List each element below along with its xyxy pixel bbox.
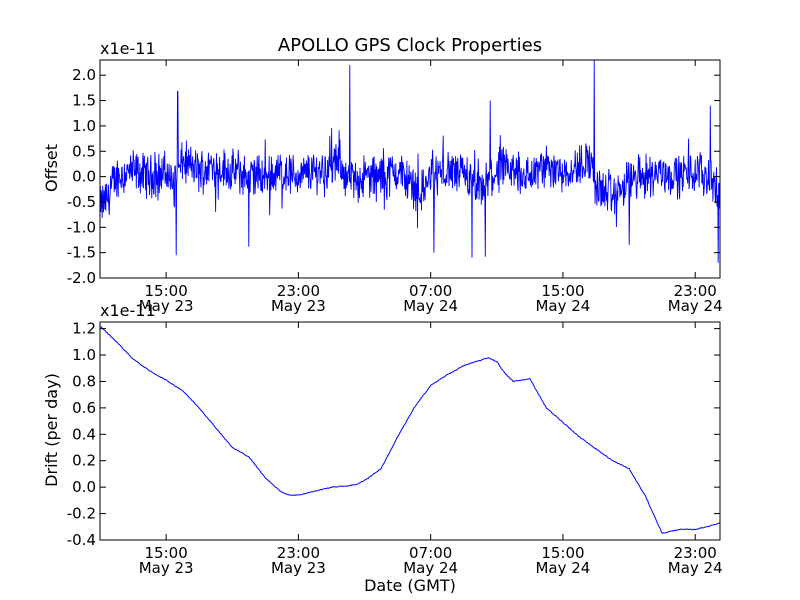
offset-scale-label: x1e-11 (100, 39, 156, 58)
drift-panel: x1e-11 Drift (per day) Date (GMT) -0.4 -0… (42, 301, 723, 595)
y-tick-label: 1.2 (72, 320, 96, 338)
offset-y-axis-label: Offset (42, 144, 61, 192)
drift-panel-frame (99, 321, 721, 541)
y-tick-label: 0.5 (72, 142, 96, 160)
offset-panel: x1e-11 Offset -2.0 -1.5 -1.0 -0.5 0.0 0.5 1.0 1… (42, 39, 723, 315)
x-tick-label-date: May 23 (139, 297, 194, 315)
x-tick-label-date: May 23 (271, 559, 326, 577)
y-tick-label: 0.8 (72, 372, 96, 390)
y-tick-label: -0.5 (67, 193, 96, 211)
x-tick-label-time: 23:00 (674, 282, 717, 300)
y-tick-label: 0.0 (72, 168, 96, 186)
y-tick-label: -1.5 (67, 244, 96, 262)
figure-title: APOLLO GPS Clock Properties (278, 35, 542, 56)
y-tick-label: -2.0 (67, 269, 96, 287)
y-tick-label: 1.0 (72, 117, 96, 135)
y-tick-label: 0.0 (72, 478, 96, 496)
x-tick-label-time: 23:00 (277, 544, 320, 562)
offset-panel-frame (99, 59, 721, 279)
x-tick-label-date: May 23 (271, 297, 326, 315)
x-tick-label-date: May 24 (668, 559, 723, 577)
x-tick-label-date: May 24 (403, 297, 458, 315)
y-tick-label: 1.5 (72, 92, 96, 110)
y-tick-label: 0.2 (72, 452, 96, 470)
x-tick-label-date: May 24 (668, 297, 723, 315)
x-tick-label-time: 15:00 (541, 544, 584, 562)
drift-panel-series-line (99, 325, 721, 534)
x-tick-label-date: May 24 (535, 559, 590, 577)
drift-x-axis-label: Date (GMT) (364, 576, 456, 595)
drift-scale-label: x1e-11 (100, 301, 156, 320)
x-tick-label-time: 23:00 (277, 282, 320, 300)
x-tick-label-time: 07:00 (409, 282, 452, 300)
y-tick-label: -0.2 (67, 505, 96, 523)
x-tick-label-time: 07:00 (409, 544, 452, 562)
y-tick-label: 2.0 (72, 66, 96, 84)
x-tick-label-date: May 23 (139, 559, 194, 577)
x-tick-label-date: May 24 (403, 559, 458, 577)
y-tick-label: -1.0 (67, 218, 96, 236)
y-tick-label: 0.6 (72, 399, 96, 417)
x-tick-label-date: May 24 (535, 297, 590, 315)
x-tick-label-time: 15:00 (541, 282, 584, 300)
y-tick-label: -0.4 (67, 531, 96, 549)
y-tick-label: 0.4 (72, 425, 96, 443)
x-tick-label-time: 15:00 (145, 544, 188, 562)
y-tick-label: 1.0 (72, 346, 96, 364)
x-tick-label-time: 15:00 (145, 282, 188, 300)
offset-panel-series-line (99, 59, 721, 263)
drift-y-axis-label: Drift (per day) (42, 373, 61, 487)
x-tick-label-time: 23:00 (674, 544, 717, 562)
